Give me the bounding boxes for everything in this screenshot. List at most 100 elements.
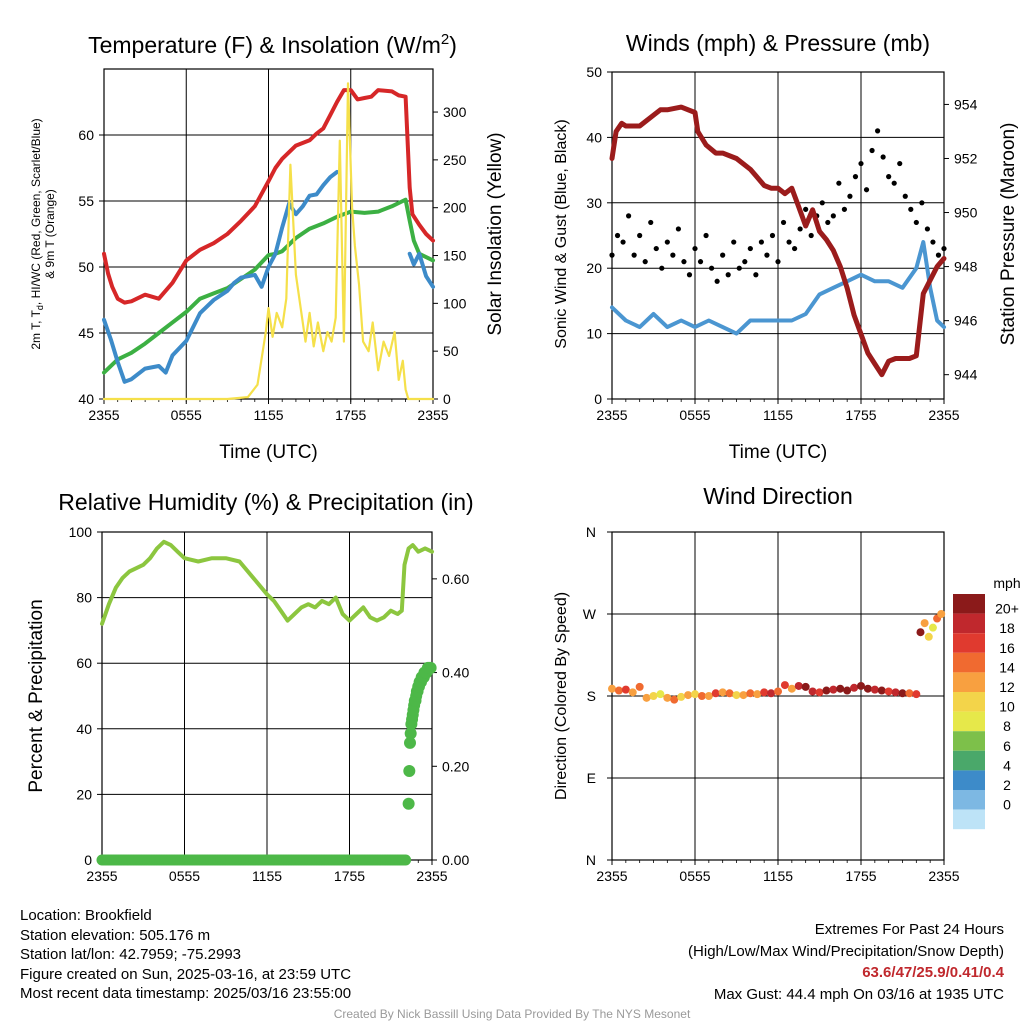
- wind-point: [692, 245, 698, 252]
- wind-series-2: [609, 104, 947, 378]
- wdir-y-tick-label: E: [587, 770, 596, 786]
- wind-point: [830, 213, 836, 219]
- wind-point: [841, 206, 848, 212]
- temp-title: Temperature (F) & Insolation (W/m2): [88, 31, 457, 58]
- wind-point: [714, 278, 720, 284]
- wind-point: [897, 160, 903, 167]
- temp-x-tick-label: 0555: [171, 407, 202, 423]
- wind-y-tick-label: 40: [586, 129, 602, 145]
- wind-point: [620, 239, 626, 245]
- wind-point: [786, 239, 792, 245]
- wdir-point: [898, 689, 907, 698]
- wdir-point: [928, 623, 937, 632]
- wind-point: [681, 259, 687, 265]
- wind-point: [924, 226, 931, 232]
- wdir-legend-label: 20+: [995, 601, 1019, 617]
- wdir-point: [850, 683, 859, 692]
- rh-y2-tick-label: 0.00: [442, 852, 469, 868]
- wdir-point: [767, 689, 776, 698]
- temp-series-4: [102, 82, 435, 401]
- wdir-point: [670, 695, 679, 704]
- wind-point: [825, 219, 831, 226]
- temp-y-tick-label: 45: [78, 325, 94, 341]
- wind-y2-tick-label: 946: [954, 313, 978, 329]
- wind-x-tick-label: 0555: [679, 407, 710, 423]
- temp-series-3: [407, 251, 435, 289]
- wind-point: [709, 265, 715, 271]
- wind-point: [614, 232, 621, 239]
- wdir-point: [642, 693, 651, 702]
- wdir-point: [905, 689, 914, 698]
- wdir-point: [760, 688, 769, 697]
- wdir-legend-label: 14: [999, 659, 1015, 675]
- rh-y2-tick-label: 0.20: [442, 758, 469, 774]
- wdir-point: [924, 632, 933, 641]
- wdir-point: [663, 693, 672, 702]
- rh-y-tick-label: 0: [84, 852, 92, 868]
- wind-point: [648, 219, 654, 226]
- wdir-point: [628, 688, 637, 697]
- wind-point: [803, 206, 809, 212]
- wdir-point: [746, 689, 755, 698]
- credit-text: Created By Nick Bassill Using Data Provi…: [333, 1007, 691, 1021]
- wind-point: [659, 265, 665, 271]
- rh-y-tick-label: 100: [69, 524, 93, 540]
- wind-y2-tick-label: 950: [954, 205, 978, 221]
- wdir-point: [829, 685, 838, 694]
- wind-point: [780, 219, 787, 226]
- wdir-point: [912, 690, 921, 699]
- elevation-text: Station elevation: 505.176 m: [20, 926, 211, 944]
- wdir-legend-swatch: [953, 750, 985, 771]
- wind-y-tick-label: 30: [586, 195, 602, 211]
- wind-y-axis-label: Sonic Wind & Gust (Blue, Black): [553, 119, 570, 348]
- wdir-point: [677, 692, 686, 701]
- wdir-point: [684, 691, 693, 700]
- wind-point: [731, 239, 737, 245]
- wdir-point: [614, 686, 623, 695]
- wdir-point: [608, 684, 616, 693]
- wdir-point: [753, 690, 762, 699]
- wdir-legend-label: 0: [1003, 797, 1011, 813]
- rh-point: [404, 736, 416, 749]
- station-info: Location: Brookfield Station elevation: …: [20, 906, 351, 1004]
- wdir-point: [870, 685, 879, 694]
- temp-x-tick-label: 2355: [88, 407, 119, 423]
- wind-title: Winds (mph) & Pressure (mb): [626, 30, 930, 56]
- wind-point: [869, 147, 875, 154]
- wdir-legend-label: 2: [1003, 777, 1011, 793]
- wind-point: [670, 252, 676, 258]
- wind-point: [797, 226, 803, 232]
- temp-y-tick-label: 55: [78, 193, 94, 209]
- extremes-values: 63.6/47/25.9/0.41/0.4: [862, 964, 1004, 981]
- temp-series-2: [102, 170, 339, 384]
- rh-y-tick-label: 40: [76, 721, 92, 737]
- wind-point: [626, 213, 632, 219]
- temp-y2-tick-label: 0: [443, 391, 451, 407]
- temp-frame: [103, 68, 434, 400]
- temp-y2-tick-label: 250: [443, 152, 467, 168]
- wdir-point: [822, 686, 831, 695]
- rh-x-tick-label: 1155: [252, 868, 282, 884]
- wind-y-tick-label: 20: [586, 260, 602, 276]
- wind-y-tick-label: 50: [586, 64, 602, 80]
- rh-y-tick-label: 80: [76, 590, 92, 606]
- wdir-legend-swatch: [953, 770, 985, 790]
- wind-y2-tick-label: 954: [954, 96, 978, 112]
- wdir-point: [656, 690, 665, 699]
- wdir-speed-legend: mph 20+ 18 16 14 12 10 8 6 4 2 0: [953, 575, 1021, 830]
- wdir-point: [711, 689, 720, 698]
- wdir-point: [691, 690, 699, 699]
- wind-point: [703, 232, 709, 239]
- wind-point: [747, 245, 753, 252]
- wind-point: [697, 259, 704, 265]
- temp-x-tick-label: 1155: [253, 407, 283, 423]
- wind-point: [913, 219, 919, 226]
- wdir-x-tick-label: 1155: [763, 868, 793, 884]
- temp-y2-tick-label: 50: [443, 343, 459, 359]
- wind-point: [609, 252, 615, 258]
- extremes-title: Extremes For Past 24 Hours: [814, 921, 1004, 938]
- wdir-legend-label: 18: [999, 620, 1015, 636]
- wind-point: [902, 193, 908, 199]
- temp-title-end: ): [449, 32, 457, 58]
